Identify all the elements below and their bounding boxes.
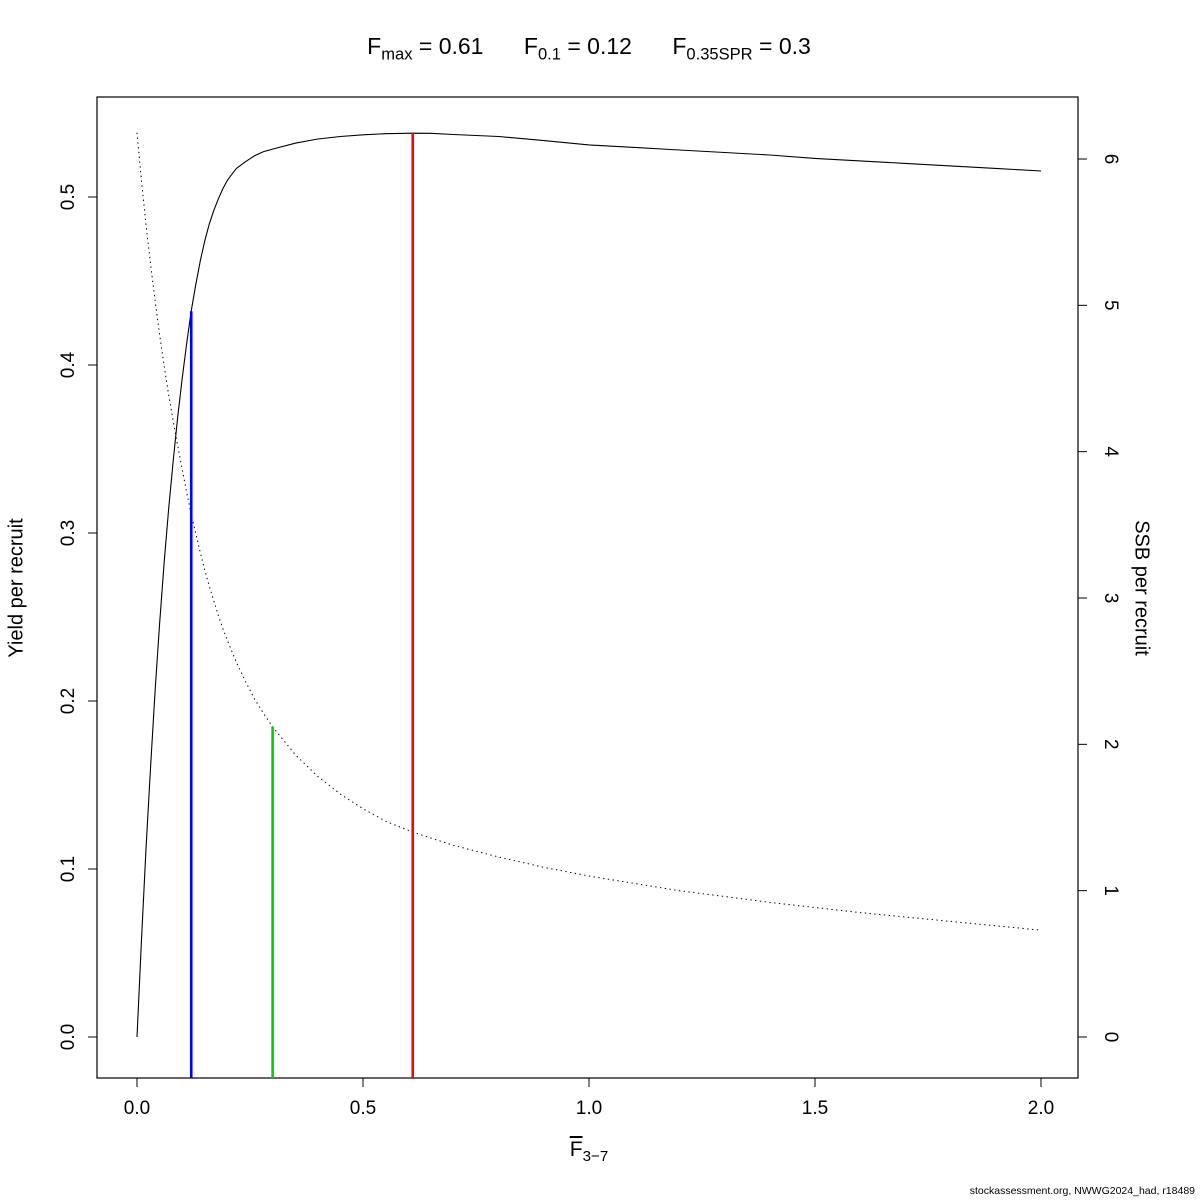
y-right-tick-label: 2 — [1100, 739, 1121, 750]
y-right-tick-label: 0 — [1100, 1032, 1121, 1043]
left-axis-title: Yield per recruit — [5, 518, 28, 658]
plot-title: Fmax = 0.61 F0.1 = 0.12 F0.35SPR = 0.3 — [0, 33, 1178, 65]
attribution-text: stockassessment.org, NWWG2024_had, r1848… — [969, 1185, 1195, 1197]
x-axis-title: F3−7 — [569, 1138, 609, 1166]
x-tick-label: 0.0 — [124, 1098, 150, 1119]
right-axis-title: SSB per recruit — [1130, 520, 1153, 656]
f01-title-item: F0.1 = 0.12 — [523, 33, 632, 64]
y-left-tick-label: 0.4 — [58, 351, 79, 378]
f035spr-title-item: F0.35SPR = 0.3 — [672, 33, 811, 64]
plot-frame — [96, 96, 1079, 1079]
y-left-tick-label: 0.2 — [58, 688, 79, 714]
y-right-tick-label: 6 — [1100, 154, 1121, 165]
y-left-tick-label: 0.0 — [58, 1024, 79, 1050]
x-tick-label: 0.5 — [350, 1098, 376, 1119]
y-left-tick-label: 0.1 — [58, 856, 79, 882]
yield-per-recruit-curve — [136, 132, 1042, 1038]
x-tick-label: 2.0 — [1028, 1098, 1054, 1119]
y-right-tick-label: 4 — [1100, 446, 1121, 457]
x-tick-label: 1.5 — [802, 1098, 828, 1119]
y-right-tick-label: 3 — [1100, 593, 1121, 604]
y-left-tick-label: 0.5 — [58, 184, 79, 210]
y-right-tick-label: 5 — [1100, 300, 1121, 311]
fmax-title-item: Fmax = 0.61 — [367, 33, 484, 64]
y-left-tick-label: 0.3 — [58, 520, 79, 546]
y-right-tick-label: 1 — [1100, 885, 1121, 896]
x-tick-label: 1.0 — [576, 1098, 602, 1119]
